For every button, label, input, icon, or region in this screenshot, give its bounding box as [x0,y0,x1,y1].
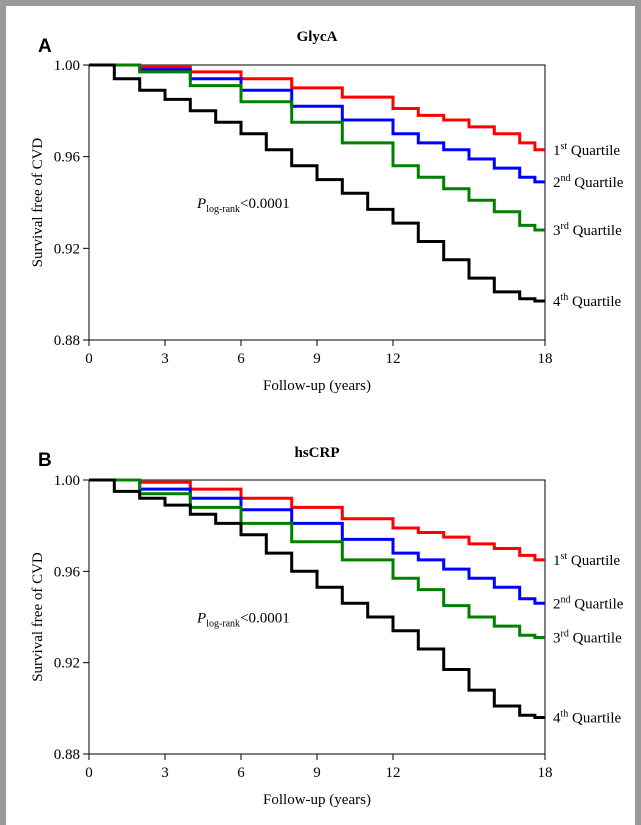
y-tick-label: 0.88 [54,747,80,763]
series-label-sup: st [561,141,568,152]
x-tick-label: 9 [313,765,321,781]
p-subscript: log-rank [206,619,240,630]
series-label-text: Quartile [567,143,620,159]
x-tick-label: 3 [161,765,169,781]
series-line-2 [89,63,545,184]
p-symbol: P [196,611,206,627]
series-line-4 [89,478,545,719]
series-label-sup: th [561,708,569,719]
y-axis-label: Survival free of CVD [30,138,46,268]
series-label-sup: th [561,292,569,303]
x-tick-label: 6 [237,351,245,367]
p-value-annotation: Plog-rank<0.0001 [196,611,290,630]
series-label-2: 2nd Quartile [553,173,624,191]
series-label-sup: st [561,551,568,562]
p-value-annotation: Plog-rank<0.0001 [196,196,290,215]
x-tick-label: 3 [161,351,169,367]
y-tick-label: 1.00 [54,473,80,489]
y-tick-label: 0.96 [54,150,81,166]
x-tick-label: 0 [85,765,93,781]
series-label-num: 4 [553,710,561,726]
p-value: <0.0001 [240,611,290,627]
x-tick-label: 12 [386,351,401,367]
series-label-4: 4th Quartile [553,708,622,726]
series-label-text: Quartile [569,631,622,647]
p-subscript: log-rank [206,204,240,215]
p-value: <0.0001 [240,196,290,212]
series-label-num: 3 [553,223,561,239]
chart-title: GlycA [297,29,338,45]
series-label-sup: nd [561,594,571,605]
x-tick-label: 12 [386,765,401,781]
series-label-2: 2nd Quartile [553,594,624,612]
series-label-num: 2 [553,175,561,191]
x-tick-label: 9 [313,351,321,367]
x-tick-label: 18 [538,765,553,781]
series-label-text: Quartile [568,710,621,726]
panel-label: A [38,36,52,57]
y-axis-label: Survival free of CVD [30,552,46,682]
series-label-text: Quartile [571,596,624,612]
series-label-text: Quartile [569,223,622,239]
y-tick-label: 0.92 [54,656,80,672]
series-line-4 [89,63,545,303]
series-label-3: 3rd Quartile [553,221,622,239]
x-tick-label: 6 [237,765,245,781]
chart-title: hsCRP [294,445,339,461]
y-tick-label: 1.00 [54,58,80,74]
p-symbol: P [196,196,206,212]
series-label-4: 4th Quartile [553,292,622,310]
series-line-2 [89,478,545,605]
series-label-3: 3rd Quartile [553,629,622,647]
series-label-text: Quartile [571,175,624,191]
series-label-num: 4 [553,294,561,310]
series-line-3 [89,478,545,639]
y-tick-label: 0.92 [54,241,80,257]
series-label-sup: rd [561,629,569,640]
series-label-sup: nd [561,173,571,184]
series-label-text: Quartile [568,294,621,310]
x-tick-label: 0 [85,351,93,367]
series-label-num: 3 [553,631,561,647]
y-tick-label: 0.96 [54,564,81,580]
x-tick-label: 18 [538,351,553,367]
series-label-text: Quartile [567,553,620,569]
series-label-1: 1st Quartile [553,551,620,569]
x-axis-label: Follow-up (years) [263,792,371,808]
series-label-num: 1 [553,553,561,569]
panel-label: B [38,450,52,471]
series-line-3 [89,63,545,232]
x-axis-label: Follow-up (years) [263,378,371,394]
series-line-1 [89,63,545,152]
series-label-1: 1st Quartile [553,141,620,159]
y-tick-label: 0.88 [54,333,80,349]
series-line-1 [89,478,545,562]
series-label-sup: rd [561,221,569,232]
series-label-num: 1 [553,143,561,159]
series-label-num: 2 [553,596,561,612]
